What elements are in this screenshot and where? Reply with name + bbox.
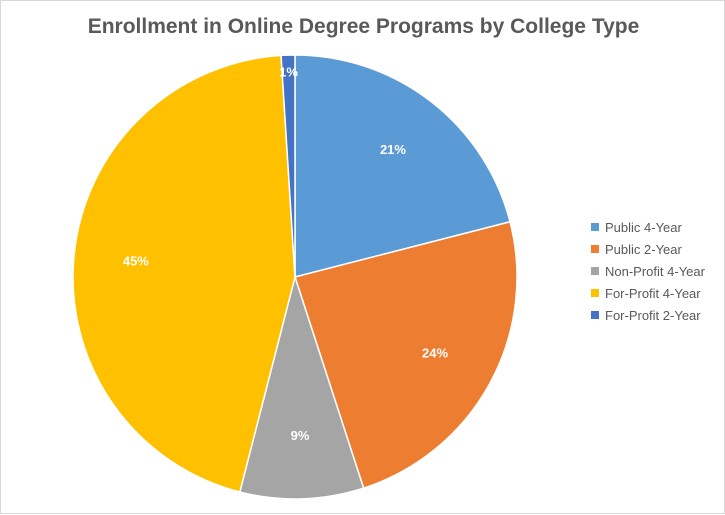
legend-swatch xyxy=(591,223,599,231)
data-label: 45% xyxy=(123,253,149,268)
pie-slices xyxy=(72,54,518,500)
legend-item: Non-Profit 4-Year xyxy=(591,260,723,282)
legend-item: Public 2-Year xyxy=(591,238,723,260)
data-label: 1% xyxy=(279,64,298,79)
pie-slice-non-profit-4-year xyxy=(238,274,365,500)
legend-item: For-Profit 2-Year xyxy=(591,304,723,326)
legend-swatch xyxy=(591,311,599,319)
pie-slice-for-profit-4-year xyxy=(72,54,296,493)
pie-slice-public-2-year xyxy=(294,220,518,490)
chart-title: Enrollment in Online Degree Programs by … xyxy=(87,15,640,38)
data-label: 21% xyxy=(380,142,406,157)
legend-label: For-Profit 2-Year xyxy=(605,307,701,323)
legend-label: Public 2-Year xyxy=(605,241,682,257)
pie-slice-public-4-year xyxy=(294,54,511,278)
chart-legend: Public 4-Year Public 2-Year Non-Profit 4-Y… xyxy=(591,216,723,326)
pie-data-labels: 21% 24% 9% 45% 1% xyxy=(123,64,449,443)
legend-item: Public 4-Year xyxy=(591,216,723,238)
legend-label: Public 4-Year xyxy=(605,219,682,235)
legend-label: For-Profit 4-Year xyxy=(605,285,701,301)
data-label: 9% xyxy=(291,428,310,443)
legend-swatch xyxy=(591,267,599,275)
legend-item: For-Profit 4-Year xyxy=(591,282,723,304)
legend-label: Non-Profit 4-Year xyxy=(605,263,705,279)
pie-slice-for-profit-2-year xyxy=(280,54,296,278)
legend-swatch xyxy=(591,289,599,297)
data-label: 24% xyxy=(422,345,448,360)
legend-swatch xyxy=(591,245,599,253)
